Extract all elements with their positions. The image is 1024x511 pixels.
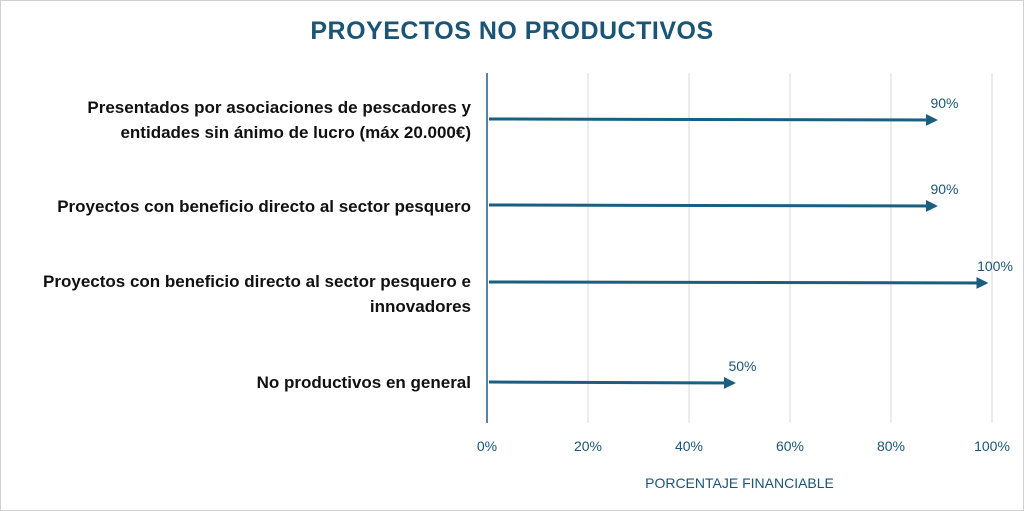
data-label: 100% bbox=[977, 258, 1013, 274]
data-label: 90% bbox=[930, 181, 958, 197]
chart-title: PROYECTOS NO PRODUCTIVOS bbox=[310, 17, 714, 45]
x-tick-label: 100% bbox=[974, 438, 1010, 454]
x-tick-label: 20% bbox=[574, 438, 602, 454]
category-label: Proyectos con beneficio directo al secto… bbox=[57, 197, 471, 216]
category-label: Presentados por asociaciones de pescador… bbox=[87, 98, 471, 142]
x-tick-label: 0% bbox=[477, 438, 497, 454]
x-tick-label: 80% bbox=[877, 438, 905, 454]
data-label: 50% bbox=[728, 358, 756, 374]
value-arrow bbox=[488, 199, 938, 212]
x-axis-label: PORCENTAJE FINANCIABLE bbox=[645, 475, 834, 491]
category-label: No productivos en general bbox=[256, 373, 471, 392]
x-tick-label: 60% bbox=[776, 438, 804, 454]
value-arrow bbox=[488, 376, 736, 389]
value-arrow bbox=[488, 276, 989, 289]
x-tick-label: 40% bbox=[675, 438, 703, 454]
category-label: Proyectos con beneficio directo al secto… bbox=[43, 272, 471, 316]
data-label: 90% bbox=[930, 95, 958, 111]
value-arrow bbox=[488, 113, 938, 126]
